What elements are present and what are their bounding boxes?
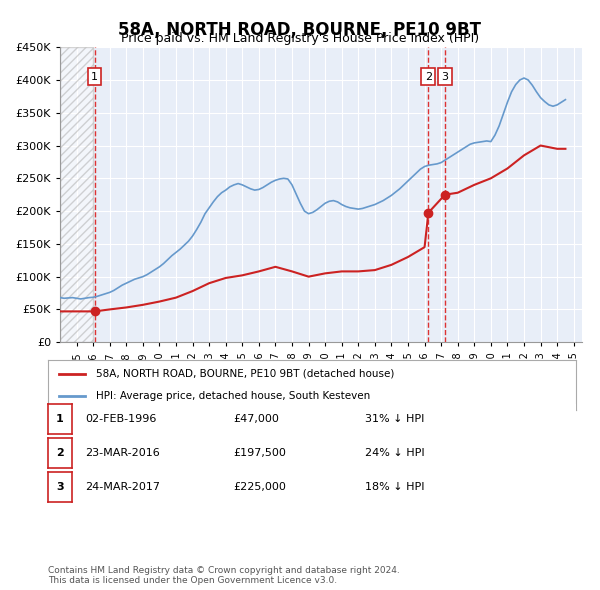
Text: 58A, NORTH ROAD, BOURNE, PE10 9BT: 58A, NORTH ROAD, BOURNE, PE10 9BT <box>119 21 482 39</box>
Text: 1: 1 <box>56 414 64 424</box>
Text: 2: 2 <box>56 448 64 458</box>
Text: 1: 1 <box>91 72 98 81</box>
Text: 23-MAR-2016: 23-MAR-2016 <box>85 448 160 458</box>
Text: £47,000: £47,000 <box>233 414 278 424</box>
Text: 18% ↓ HPI: 18% ↓ HPI <box>365 482 424 492</box>
Text: £197,500: £197,500 <box>233 448 286 458</box>
Text: 3: 3 <box>56 482 64 492</box>
Text: 2: 2 <box>425 72 432 81</box>
Text: £225,000: £225,000 <box>233 482 286 492</box>
Text: Price paid vs. HM Land Registry's House Price Index (HPI): Price paid vs. HM Land Registry's House … <box>121 32 479 45</box>
Bar <box>60 47 93 342</box>
Text: HPI: Average price, detached house, South Kesteven: HPI: Average price, detached house, Sout… <box>95 391 370 401</box>
Text: 24-MAR-2017: 24-MAR-2017 <box>85 482 160 492</box>
Text: 3: 3 <box>442 72 448 81</box>
Text: Contains HM Land Registry data © Crown copyright and database right 2024.
This d: Contains HM Land Registry data © Crown c… <box>48 566 400 585</box>
Text: 24% ↓ HPI: 24% ↓ HPI <box>365 448 424 458</box>
Text: 02-FEB-1996: 02-FEB-1996 <box>85 414 157 424</box>
Bar <box>60 47 93 342</box>
Text: 31% ↓ HPI: 31% ↓ HPI <box>365 414 424 424</box>
Text: 58A, NORTH ROAD, BOURNE, PE10 9BT (detached house): 58A, NORTH ROAD, BOURNE, PE10 9BT (detac… <box>95 369 394 379</box>
